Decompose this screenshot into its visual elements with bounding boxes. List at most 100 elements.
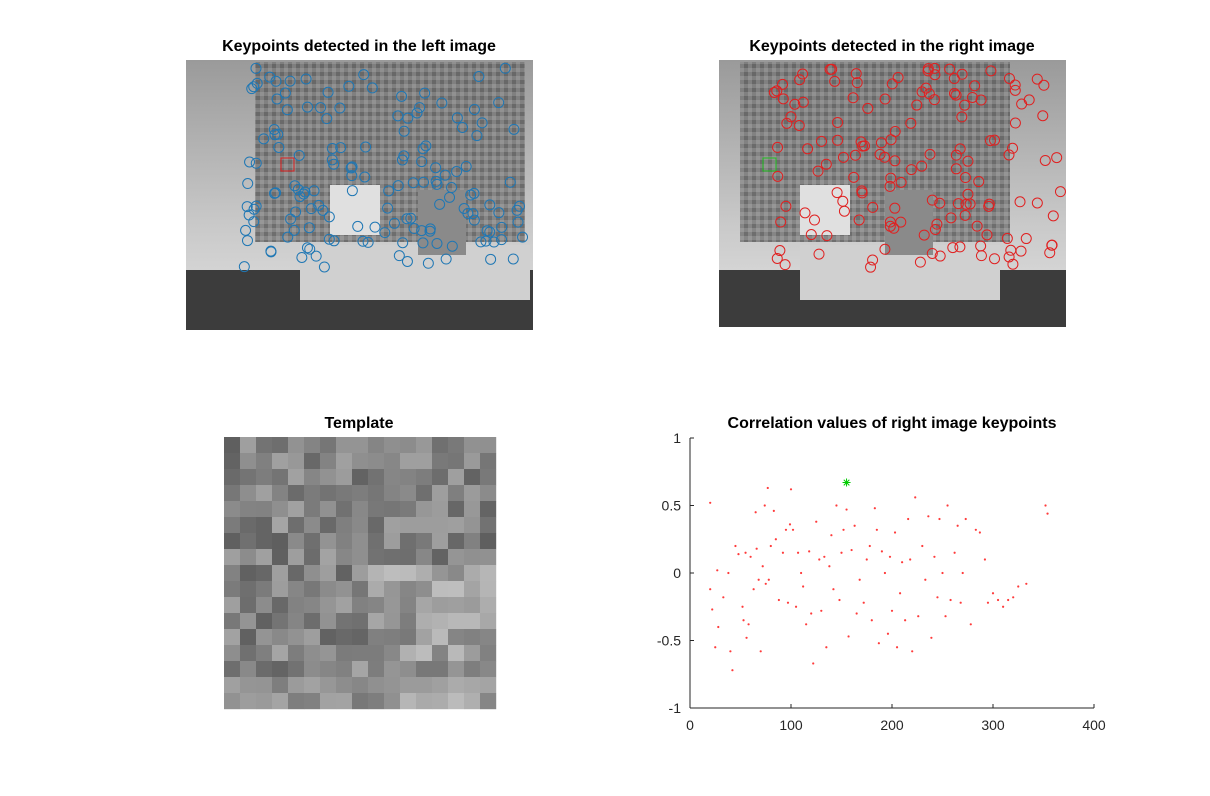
keypoint	[424, 225, 436, 237]
template-pixel	[432, 613, 449, 630]
template-pixel	[448, 629, 465, 646]
keypoint	[794, 74, 806, 86]
template-pixel	[480, 469, 497, 486]
template-pixel	[368, 533, 385, 550]
keypoint	[922, 65, 934, 77]
template-pixel	[416, 565, 433, 582]
template-pixel	[384, 693, 401, 710]
keypoint	[301, 242, 313, 254]
template-pixel	[480, 693, 497, 710]
template-pixel	[464, 485, 481, 502]
template-pixel	[224, 469, 241, 486]
template-pixel	[368, 693, 385, 710]
keypoint	[416, 225, 428, 237]
template-pixel	[416, 581, 433, 598]
x-tick-label: 400	[1082, 717, 1106, 733]
keypoint	[875, 137, 887, 149]
point	[870, 619, 873, 622]
template-pixel	[352, 581, 369, 598]
point	[862, 601, 865, 604]
keypoint	[241, 235, 253, 247]
template-pixel	[448, 581, 465, 598]
keypoint	[772, 170, 784, 182]
keypoint	[473, 71, 485, 83]
keypoint	[777, 78, 789, 90]
keypoint	[250, 200, 262, 212]
point	[789, 488, 793, 491]
point	[909, 558, 912, 561]
point	[901, 561, 904, 564]
template-pixel	[240, 645, 257, 662]
point	[774, 538, 777, 541]
keypoint	[352, 220, 364, 232]
keypoint	[444, 191, 456, 203]
keypoint	[960, 198, 972, 210]
keypoint	[284, 75, 296, 87]
keypoint	[439, 169, 451, 181]
template-pixel	[304, 565, 321, 582]
template-pixel	[384, 517, 401, 534]
keypoint	[959, 99, 971, 111]
point	[983, 558, 987, 561]
y-tick-label: -0.5	[657, 633, 681, 649]
keypoint	[298, 188, 310, 200]
point	[769, 544, 772, 548]
keypoint	[889, 155, 901, 167]
keypoint	[1054, 186, 1066, 198]
keypoint	[308, 185, 320, 197]
template-pixel	[400, 661, 417, 678]
template-pixel	[224, 533, 241, 550]
keypoint	[411, 107, 423, 119]
point	[810, 612, 813, 615]
template-pixel	[384, 645, 401, 662]
point	[986, 601, 990, 604]
keypoint	[513, 200, 525, 212]
keypoint	[832, 134, 844, 146]
point	[838, 598, 841, 602]
template-pixel	[432, 533, 449, 550]
template-pixel	[432, 581, 449, 598]
template-pixel	[304, 517, 321, 534]
keypoint	[484, 226, 496, 238]
template-pixel	[400, 517, 417, 534]
template-pixel	[416, 501, 433, 518]
point	[1025, 582, 1028, 585]
keypoint	[250, 62, 262, 74]
point	[818, 558, 821, 561]
template-pixel	[352, 661, 369, 678]
keypoint	[851, 77, 863, 89]
template-pixel	[288, 453, 305, 470]
template-pixel	[320, 565, 337, 582]
keypoint	[848, 171, 860, 183]
template-pixel	[384, 597, 401, 614]
point	[907, 517, 910, 521]
template-pixel	[240, 469, 257, 486]
template-pixel	[400, 437, 417, 454]
point	[853, 524, 856, 527]
template-pixel	[384, 453, 401, 470]
template-pixel	[288, 613, 305, 630]
keypoint	[1044, 247, 1056, 259]
keypoint	[914, 256, 926, 268]
keypoint	[440, 253, 452, 265]
template-pixel	[304, 581, 321, 598]
point	[763, 504, 766, 507]
keypoint	[952, 198, 964, 210]
keypoint	[934, 250, 946, 262]
keypoint	[837, 151, 849, 163]
point	[766, 486, 769, 490]
template-pixel	[304, 501, 321, 518]
point	[868, 544, 871, 548]
keypoint	[248, 203, 260, 215]
keypoint	[417, 176, 429, 188]
template-pixel	[464, 533, 481, 550]
point	[788, 523, 792, 526]
point	[850, 548, 853, 552]
template-pixel	[256, 437, 273, 454]
template-pixel	[368, 565, 385, 582]
keypoint	[969, 80, 981, 92]
point	[711, 608, 714, 611]
keypoint	[826, 63, 838, 75]
template-pixel	[272, 485, 289, 502]
